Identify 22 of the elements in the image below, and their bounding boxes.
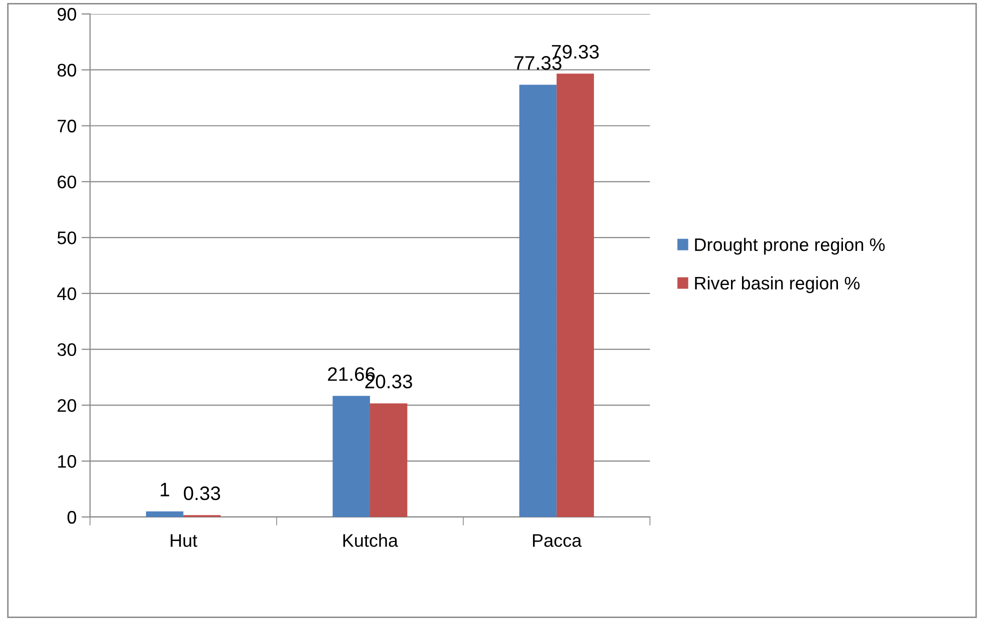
- bar: [146, 511, 184, 517]
- y-tick-label: 70: [58, 120, 76, 132]
- y-tick-label: 40: [57, 287, 76, 300]
- y-tick-label: 50: [57, 231, 76, 244]
- y-tick-label: 10: [58, 455, 76, 468]
- legend-label: Drought prone region %: [695, 238, 885, 255]
- y-tick-label: 0: [68, 510, 76, 524]
- x-tick-label: Pacca: [533, 534, 582, 547]
- bar: [332, 396, 370, 517]
- data-label: 1: [160, 482, 170, 496]
- bar: [370, 403, 408, 517]
- y-tick-label: 60: [58, 176, 76, 188]
- legend-label: River basin region %: [695, 276, 860, 294]
- y-tick-label: 80: [58, 64, 76, 77]
- x-tick-label: Hut: [170, 534, 198, 547]
- bar: [519, 84, 557, 517]
- bar: [556, 74, 594, 517]
- x-tick-label: Kutcha: [343, 534, 398, 547]
- y-tick-label: 90: [58, 8, 76, 21]
- data-label: 0.33: [184, 486, 220, 500]
- y-tick-label: 30: [57, 343, 76, 356]
- y-tick-label: 20: [58, 399, 76, 412]
